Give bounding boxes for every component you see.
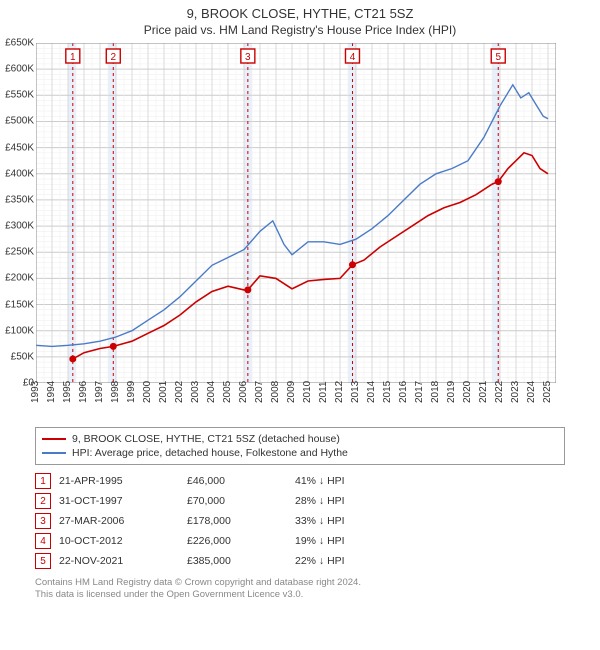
x-tick-label: 1998: [110, 381, 121, 403]
sales-table: 1 21-APR-1995 £46,000 41% ↓ HPI 2 31-OCT-1997…: [35, 471, 565, 571]
y-tick-label: £350K: [5, 194, 34, 205]
svg-text:4: 4: [350, 52, 356, 63]
x-tick-label: 2011: [318, 381, 329, 403]
sale-number-badge: 3: [35, 513, 51, 529]
x-tick-label: 2018: [430, 381, 441, 403]
y-tick-label: £150K: [5, 299, 34, 310]
sale-price: £178,000: [187, 515, 287, 527]
x-tick-label: 2006: [238, 381, 249, 403]
sale-date: 10-OCT-2012: [59, 535, 179, 547]
x-tick-label: 2015: [382, 381, 393, 403]
sale-row: 5 22-NOV-2021 £385,000 22% ↓ HPI: [35, 551, 565, 571]
footer: Contains HM Land Registry data © Crown c…: [35, 577, 565, 602]
sale-number-badge: 4: [35, 533, 51, 549]
sale-date: 31-OCT-1997: [59, 495, 179, 507]
legend-label: HPI: Average price, detached house, Folk…: [72, 447, 348, 459]
legend: 9, BROOK CLOSE, HYTHE, CT21 5SZ (detache…: [35, 427, 565, 465]
x-tick-label: 2002: [174, 381, 185, 403]
sale-row: 3 27-MAR-2006 £178,000 33% ↓ HPI: [35, 511, 565, 531]
sale-vs-hpi: 19% ↓ HPI: [295, 535, 405, 547]
sale-row: 2 31-OCT-1997 £70,000 28% ↓ HPI: [35, 491, 565, 511]
x-tick-label: 2019: [446, 381, 457, 403]
title-address: 9, BROOK CLOSE, HYTHE, CT21 5SZ: [0, 6, 600, 21]
legend-swatch: [42, 452, 66, 454]
legend-swatch: [42, 438, 66, 440]
plot-area: 1 2 3 4 5: [36, 43, 556, 383]
x-tick-label: 2008: [270, 381, 281, 403]
sale-vs-hpi: 33% ↓ HPI: [295, 515, 405, 527]
x-tick-label: 2016: [398, 381, 409, 403]
sale-date: 21-APR-1995: [59, 475, 179, 487]
svg-text:1: 1: [70, 52, 76, 63]
y-tick-label: £450K: [5, 142, 34, 153]
y-tick-label: £300K: [5, 221, 34, 232]
x-tick-label: 1997: [94, 381, 105, 403]
y-tick-label: £400K: [5, 168, 34, 179]
y-tick-label: £550K: [5, 90, 34, 101]
title-block: 9, BROOK CLOSE, HYTHE, CT21 5SZ Price pa…: [0, 0, 600, 39]
x-tick-label: 2012: [334, 381, 345, 403]
sale-date: 27-MAR-2006: [59, 515, 179, 527]
sale-row: 1 21-APR-1995 £46,000 41% ↓ HPI: [35, 471, 565, 491]
y-tick-label: £250K: [5, 247, 34, 258]
y-tick-label: £650K: [5, 38, 34, 49]
chart: £0£50K£100K£150K£200K£250K£300K£350K£400…: [36, 43, 596, 423]
x-tick-label: 2020: [462, 381, 473, 403]
footer-line2: This data is licensed under the Open Gov…: [35, 589, 565, 601]
svg-text:2: 2: [110, 52, 116, 63]
x-tick-label: 2000: [142, 381, 153, 403]
x-tick-label: 2009: [286, 381, 297, 403]
x-tick-label: 2023: [510, 381, 521, 403]
y-tick-label: £200K: [5, 273, 34, 284]
x-tick-label: 2013: [350, 381, 361, 403]
legend-item: HPI: Average price, detached house, Folk…: [42, 446, 558, 460]
x-tick-label: 2007: [254, 381, 265, 403]
y-tick-label: £100K: [5, 325, 34, 336]
x-tick-label: 2001: [158, 381, 169, 403]
legend-label: 9, BROOK CLOSE, HYTHE, CT21 5SZ (detache…: [72, 433, 340, 445]
legend-item: 9, BROOK CLOSE, HYTHE, CT21 5SZ (detache…: [42, 432, 558, 446]
svg-text:3: 3: [245, 52, 251, 63]
sale-vs-hpi: 22% ↓ HPI: [295, 555, 405, 567]
x-tick-label: 2022: [494, 381, 505, 403]
x-tick-label: 2005: [222, 381, 233, 403]
sale-vs-hpi: 28% ↓ HPI: [295, 495, 405, 507]
sale-price: £226,000: [187, 535, 287, 547]
sale-number-badge: 1: [35, 473, 51, 489]
x-tick-label: 2004: [206, 381, 217, 403]
y-tick-label: £600K: [5, 64, 34, 75]
y-axis-labels: £0£50K£100K£150K£200K£250K£300K£350K£400…: [2, 43, 34, 383]
x-tick-label: 2024: [526, 381, 537, 403]
sale-number-badge: 5: [35, 553, 51, 569]
sale-price: £70,000: [187, 495, 287, 507]
x-tick-label: 1999: [126, 381, 137, 403]
sale-row: 4 10-OCT-2012 £226,000 19% ↓ HPI: [35, 531, 565, 551]
x-tick-label: 1994: [46, 381, 57, 403]
footer-line1: Contains HM Land Registry data © Crown c…: [35, 577, 565, 589]
x-tick-label: 2017: [414, 381, 425, 403]
svg-text:5: 5: [495, 52, 501, 63]
sale-vs-hpi: 41% ↓ HPI: [295, 475, 405, 487]
x-tick-label: 1995: [62, 381, 73, 403]
y-tick-label: £500K: [5, 116, 34, 127]
sale-price: £46,000: [187, 475, 287, 487]
sale-date: 22-NOV-2021: [59, 555, 179, 567]
x-tick-label: 2025: [542, 381, 553, 403]
x-axis-labels: 1993199419951996199719981999200020012002…: [36, 385, 556, 421]
x-tick-label: 1993: [30, 381, 41, 403]
title-subtitle: Price paid vs. HM Land Registry's House …: [0, 23, 600, 37]
y-tick-label: £50K: [11, 351, 34, 362]
x-tick-label: 2021: [478, 381, 489, 403]
x-tick-label: 2010: [302, 381, 313, 403]
x-tick-label: 2014: [366, 381, 377, 403]
sale-number-badge: 2: [35, 493, 51, 509]
sale-price: £385,000: [187, 555, 287, 567]
x-tick-label: 1996: [78, 381, 89, 403]
x-tick-label: 2003: [190, 381, 201, 403]
